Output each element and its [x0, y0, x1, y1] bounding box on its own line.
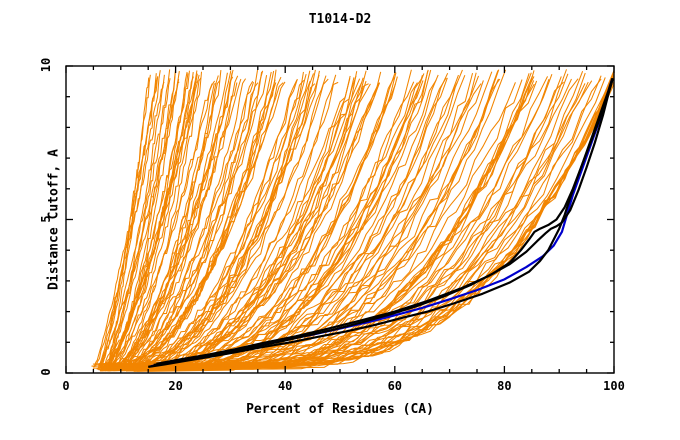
x-axis-label: Percent of Residues (CA)	[246, 402, 434, 417]
ensemble-curve	[100, 69, 234, 370]
ensemble-curve	[96, 71, 194, 365]
highlight-curve	[153, 77, 614, 367]
ensemble-curve	[98, 80, 216, 366]
x-tick-label: 60	[387, 379, 403, 393]
ensemble-curve	[107, 78, 247, 370]
highlight-curves-group	[148, 77, 614, 368]
y-tick-label: 10	[39, 57, 53, 73]
ensemble-curve	[132, 75, 466, 371]
ensemble-curve	[93, 74, 165, 368]
ensemble-curve	[107, 80, 221, 372]
ensemble-curve	[92, 76, 194, 369]
y-tick-label: 5	[39, 214, 53, 223]
ensemble-curve	[149, 80, 538, 372]
ensemble-curve	[106, 75, 239, 367]
x-tick-label: 80	[497, 379, 512, 393]
ensemble-curve	[95, 69, 171, 367]
ensemble-curve	[143, 69, 500, 371]
x-tick-label: 20	[168, 379, 183, 393]
ensemble-curve	[108, 69, 259, 371]
ensemble-curve	[164, 83, 614, 367]
ensemble-curve	[104, 72, 176, 372]
ensemble-curve	[104, 77, 150, 372]
axis-ticks	[65, 65, 615, 374]
x-tick-label: 40	[277, 379, 293, 393]
y-tick-label: 0	[39, 368, 53, 376]
ensemble-curve	[91, 76, 159, 367]
page-title: T1014-D2	[308, 12, 372, 27]
ensemble-curve	[109, 82, 238, 367]
ensemble-curve	[105, 79, 180, 369]
x-tick-label: 100	[603, 379, 625, 393]
x-tick-label: 0	[62, 379, 70, 393]
ensemble-curve	[106, 71, 188, 367]
ensemble-curve	[104, 77, 202, 372]
ensemble-curve	[169, 73, 614, 370]
ensemble-curve	[98, 74, 151, 368]
ensemble-curve	[153, 69, 567, 365]
highlight-curve	[156, 77, 614, 365]
ensemble-curve	[101, 81, 165, 372]
